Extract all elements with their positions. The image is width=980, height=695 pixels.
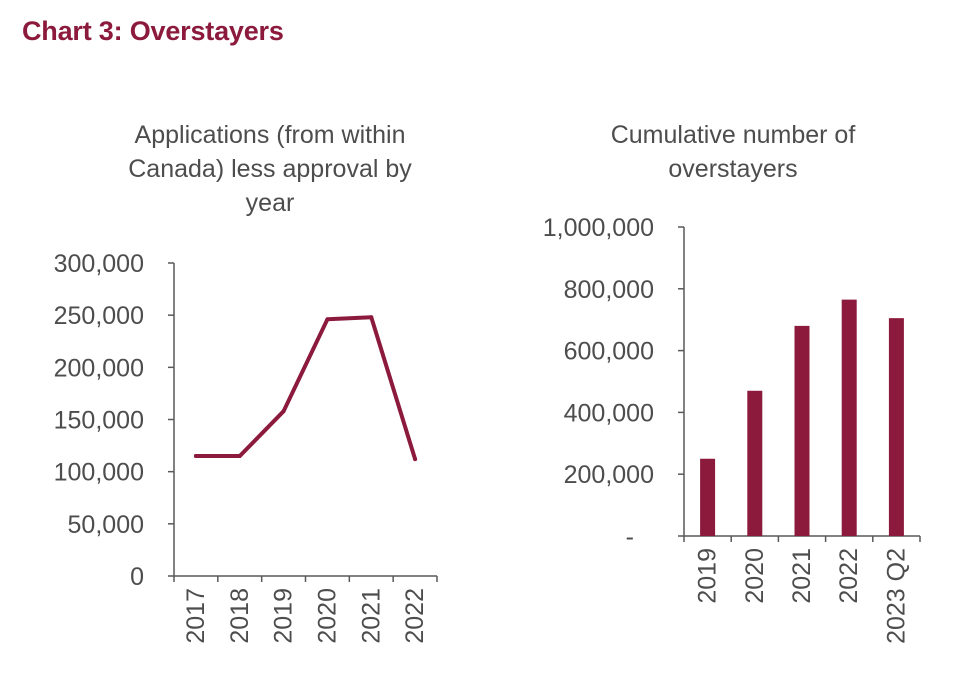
data-point	[325, 317, 330, 322]
bar	[841, 299, 857, 536]
x-tick-label: 2021	[357, 588, 385, 644]
x-tick-label: 2023 Q2	[882, 548, 910, 644]
x-tick-label: 2019	[270, 588, 298, 644]
bar	[794, 325, 810, 536]
y-tick-label: 800,000	[564, 276, 654, 304]
x-tick-label: 2020	[313, 588, 341, 644]
y-tick-label: 300,000	[54, 250, 144, 278]
data-point	[281, 409, 286, 414]
x-tick-label: 2019	[694, 548, 722, 604]
y-tick-label: 100,000	[54, 459, 144, 487]
line-chart-applications: Applications (from within Canada) less ap…	[54, 121, 438, 644]
bar	[747, 390, 763, 536]
x-tick-label: 2018	[226, 588, 254, 644]
data-point	[193, 454, 198, 459]
data-point	[413, 457, 418, 462]
chart-title-line: Canada) less approval by	[128, 155, 412, 183]
y-tick-label: 50,000	[68, 511, 144, 539]
y-tick-label: 1,000,000	[543, 214, 654, 242]
chart-title-line: Cumulative number of	[611, 121, 856, 149]
page-title: Chart 3: Overstayers	[22, 16, 284, 46]
bar-chart-overstayers: Cumulative number of overstayers - 200,000 4…	[543, 121, 921, 644]
y-tick-label: -	[626, 523, 634, 551]
x-tick-label: 2017	[182, 588, 210, 644]
y-tick-label: 400,000	[564, 399, 654, 427]
chart-title-line: Applications (from within	[135, 121, 406, 149]
bar	[888, 318, 904, 536]
y-tick-label: 0	[130, 563, 144, 591]
data-point	[369, 315, 374, 320]
x-tick-label: 2021	[788, 548, 816, 604]
chart-title-line: year	[246, 189, 295, 217]
y-tick-label: 600,000	[564, 338, 654, 366]
bar	[700, 458, 716, 536]
x-tick-label: 2022	[835, 548, 863, 604]
y-tick-label: 150,000	[54, 407, 144, 435]
x-tick-label: 2022	[401, 588, 429, 644]
data-point	[237, 454, 242, 459]
y-tick-label: 200,000	[564, 461, 654, 489]
y-tick-label: 250,000	[54, 302, 144, 330]
y-tick-label: 200,000	[54, 354, 144, 382]
series-line	[193, 315, 418, 462]
x-tick-label: 2020	[741, 548, 769, 604]
chart-title-line: overstayers	[668, 155, 797, 183]
